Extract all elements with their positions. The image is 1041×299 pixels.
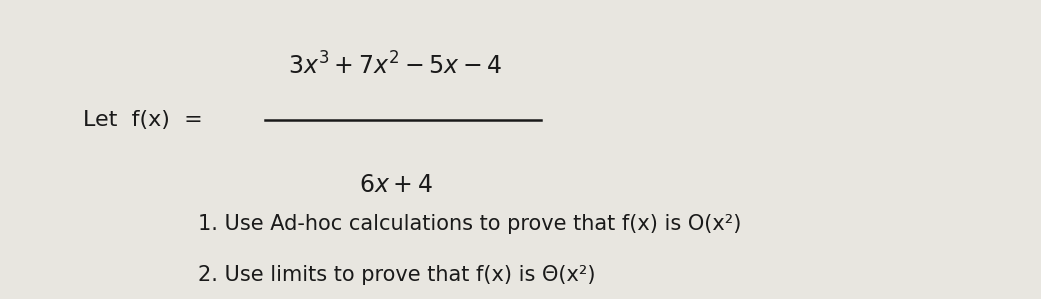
Text: $3x^3+7x^2-5x-4$: $3x^3+7x^2-5x-4$ [288,52,503,79]
Text: $6x+4$: $6x+4$ [359,173,432,197]
Text: 2. Use limits to prove that f(x) is Θ(x²): 2. Use limits to prove that f(x) is Θ(x²… [198,265,595,285]
Text: 1. Use Ad-hoc calculations to prove that f(x) is O(x²): 1. Use Ad-hoc calculations to prove that… [198,214,741,234]
Text: Let  f(x)  =: Let f(x) = [83,110,203,129]
